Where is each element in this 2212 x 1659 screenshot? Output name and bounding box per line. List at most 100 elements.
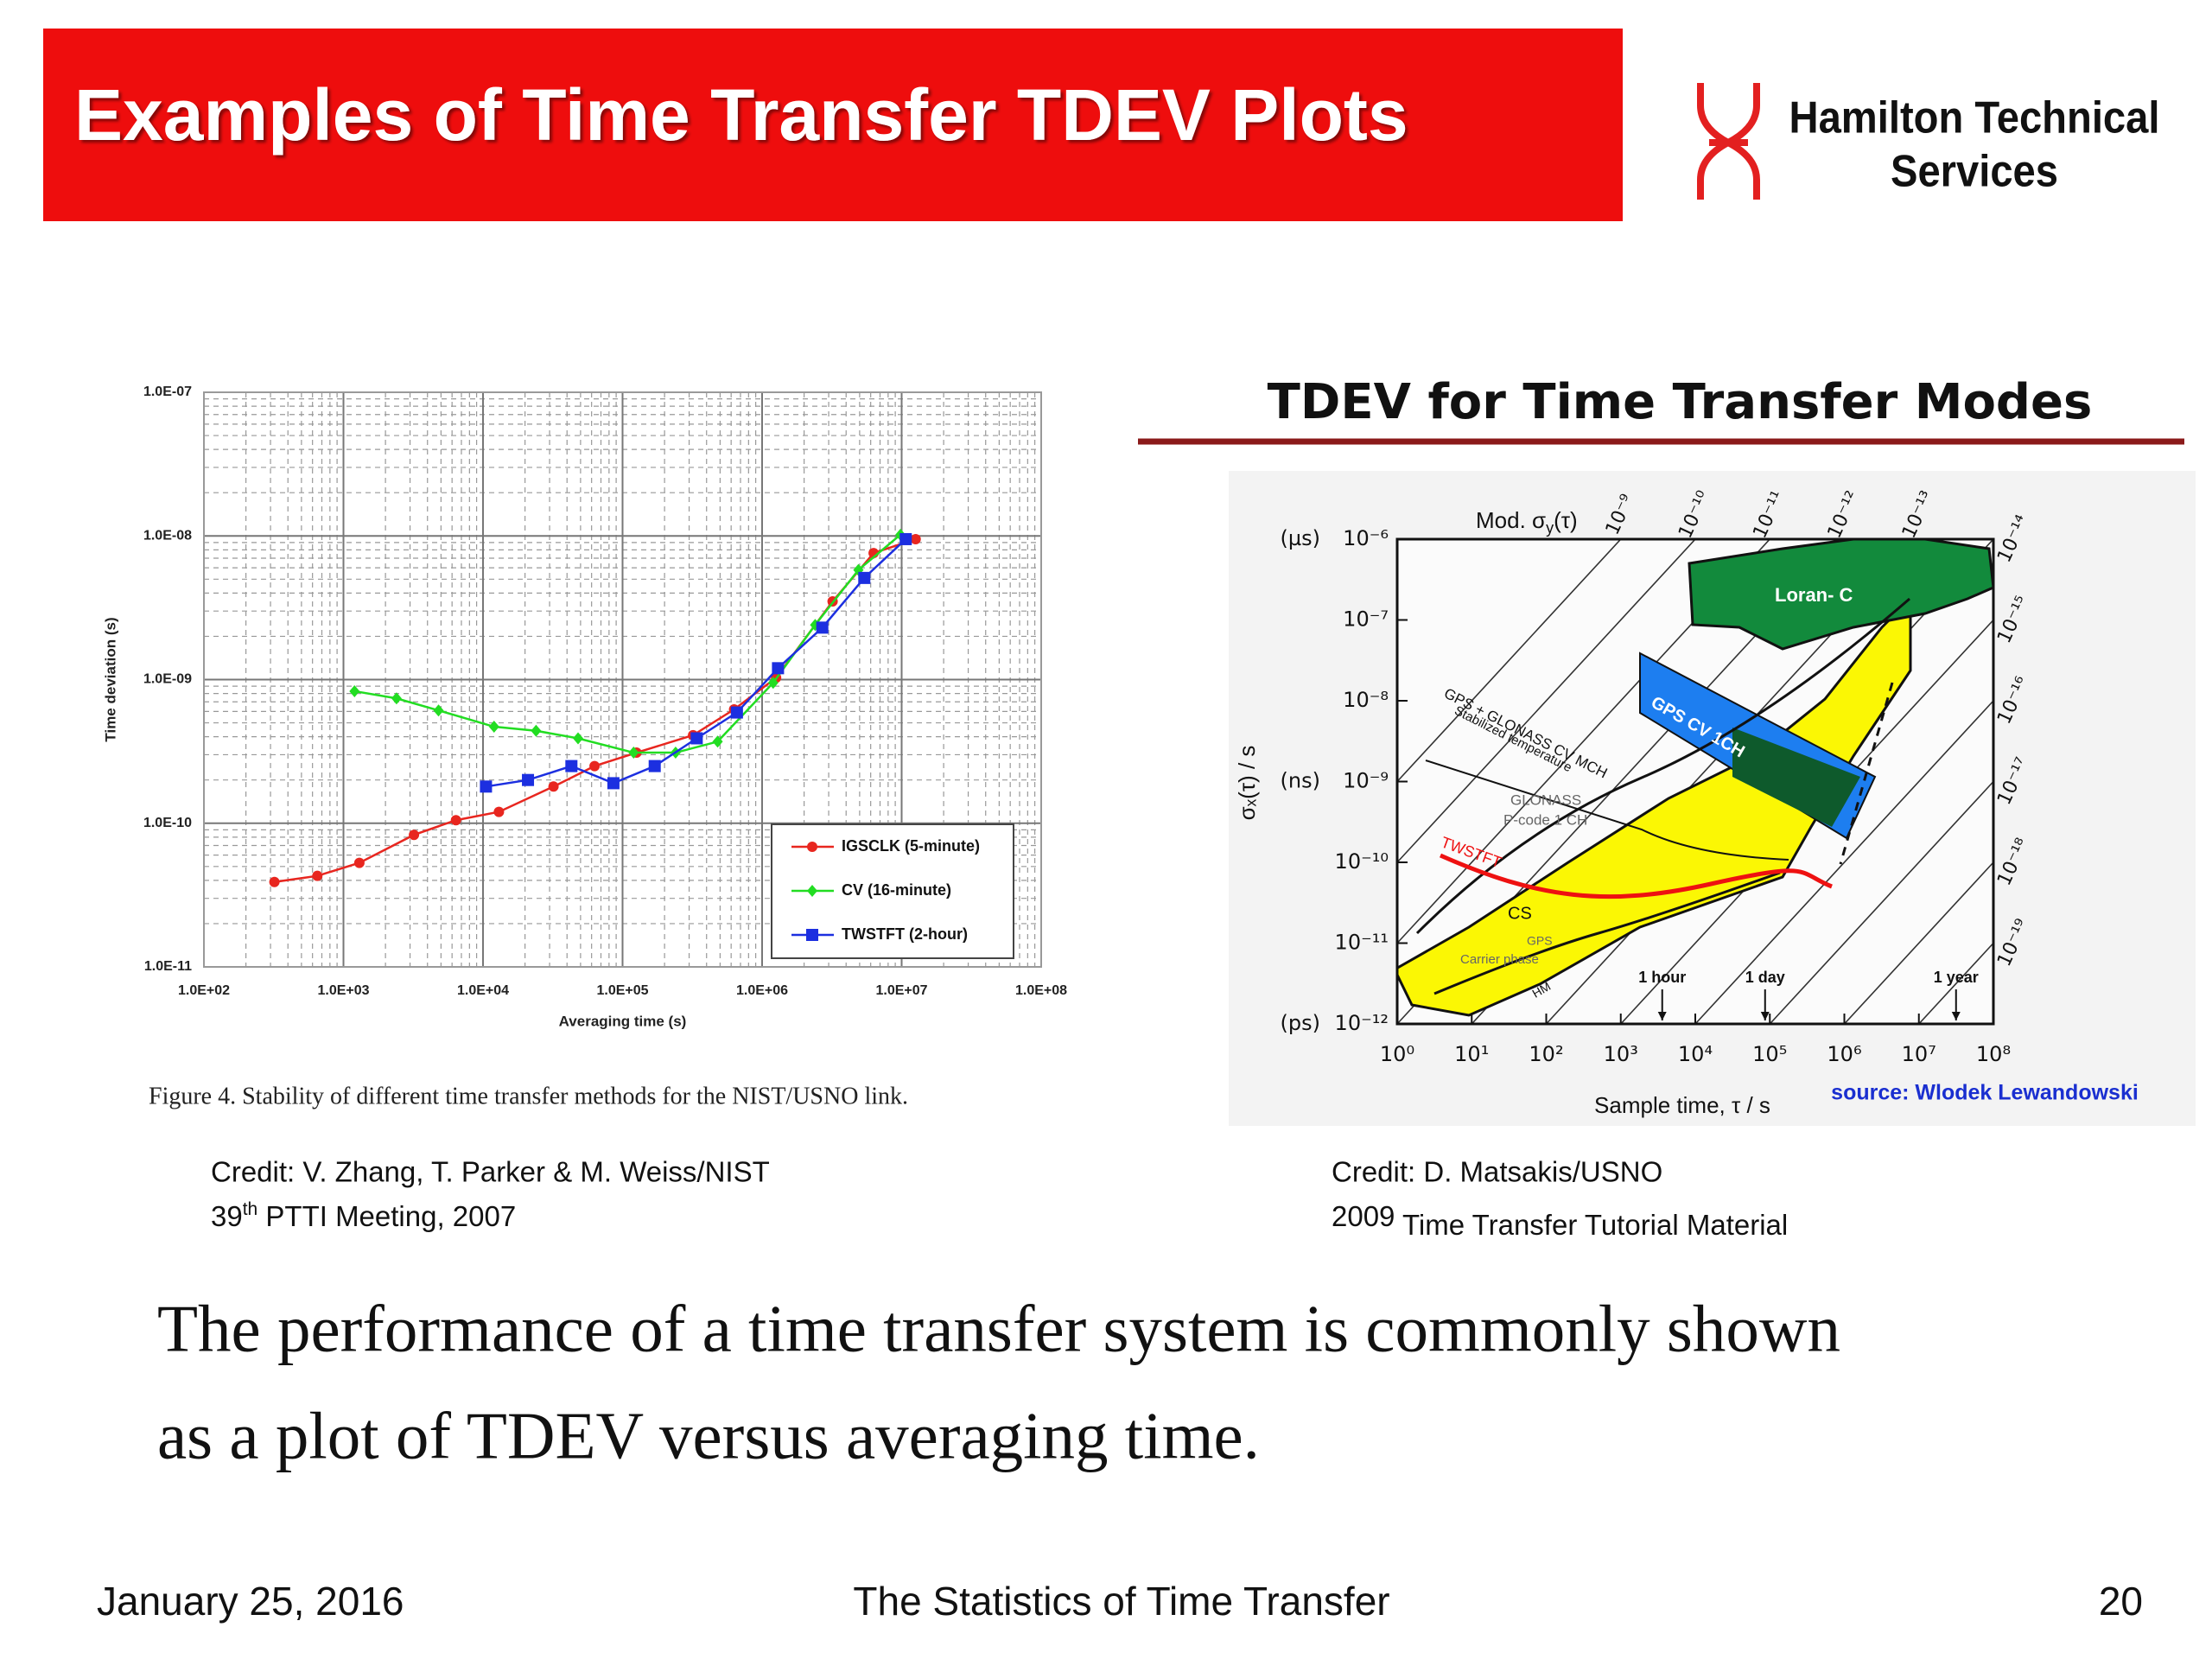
logo-icon (1697, 83, 1760, 200)
x-tick-label: 1.0E+04 (457, 983, 509, 998)
data-point (488, 721, 499, 734)
footer-date: January 25, 2016 (97, 1579, 404, 1624)
glonass-curve (1425, 760, 1789, 861)
slide-title: Examples of Time Transfer TDEV Plots (74, 74, 1408, 156)
cs-curve (1433, 871, 1781, 995)
time-marker-label: 1 year (1934, 969, 1979, 986)
credit-part: Time Transfer Tutorial Material (1395, 1209, 1788, 1241)
data-point (450, 815, 461, 826)
page-number: 20 (2099, 1579, 2143, 1624)
overlap-region (1732, 728, 1860, 827)
chart-title: TDEV for Time Transfer Modes (1268, 374, 2093, 430)
x-tick-label: 10¹ (1454, 1042, 1489, 1066)
x-tick-label: 1.0E+08 (1015, 983, 1067, 998)
data-point (607, 777, 620, 790)
legend-label: CV (16-minute) (842, 881, 951, 899)
y-tick-label: 1.0E-08 (143, 528, 192, 543)
x-tick-label: 1.0E+03 (317, 983, 369, 998)
data-point (548, 781, 559, 792)
region-label: Loran- C (1775, 584, 1853, 606)
data-point (433, 704, 444, 717)
region-label: CS (1508, 904, 1532, 923)
logo-text: Hamilton Technical (1789, 93, 2160, 143)
x-tick-label: 1.0E+05 (596, 983, 648, 998)
time-marker-label: 1 day (1745, 969, 1785, 986)
data-point (480, 780, 493, 793)
y-tick-label: 1.0E-11 (144, 959, 192, 974)
data-point (772, 662, 785, 675)
region-label: GLONASS (1510, 791, 1581, 808)
mod-label-sub: y (1546, 519, 1554, 537)
data-point (269, 876, 280, 887)
x-tick-label: 10⁴ (1678, 1042, 1713, 1066)
source-label: source: Wlodek Lewandowski (1831, 1081, 2139, 1105)
legend-label: IGSCLK (5-minute) (842, 837, 980, 855)
time-marker-label: 1 hour (1638, 969, 1686, 986)
legend-label: TWSTFT (2-hour) (842, 925, 968, 943)
x-tick-label: 10⁵ (1752, 1042, 1787, 1066)
x-tick-label: 10⁶ (1827, 1042, 1861, 1066)
yellow-region (1397, 595, 1912, 1017)
left-chart: 1.0E+02 1.0E+03 1.0E+04 1.0E+05 1.0E+06 1.0E+… (102, 385, 1067, 1029)
y-tick-label: 10⁻⁷ (1343, 607, 1389, 632)
time-marker-arrow (1951, 1012, 1961, 1020)
regions (1397, 539, 1993, 1017)
outline-curve (1415, 597, 1910, 935)
y-axis-label: Time deviation (s) (102, 617, 118, 741)
twstft-curve (1439, 853, 1833, 899)
data-point (522, 773, 535, 786)
y-unit-label: (ns) (1281, 769, 1320, 793)
body-text: as a plot of TDEV versus averaging time. (157, 1399, 1260, 1473)
credit: Credit: V. Zhang, T. Parker & M. Weiss/N… (211, 1156, 770, 1188)
body-text: The performance of a time transfer syste… (157, 1292, 1840, 1366)
data-point (409, 830, 420, 841)
region-label: GPS (1527, 934, 1553, 948)
y-tick-label: 10⁻⁸ (1343, 688, 1389, 712)
x-axis-label: Sample time, τ / s (1594, 1092, 1770, 1118)
loran-region (1688, 539, 1993, 651)
data-point (628, 747, 639, 760)
y-tick-label: 1.0E-09 (143, 672, 192, 687)
data-point (349, 684, 360, 697)
data-point (391, 692, 402, 705)
data-point (730, 706, 743, 719)
data-point (767, 677, 779, 690)
x-tick-label: 1.0E+02 (178, 983, 230, 998)
credit: Credit: D. Matsakis/USNO (1332, 1156, 1662, 1188)
reference-line (1397, 539, 1696, 863)
credit-part: 39 (211, 1200, 243, 1232)
x-tick-label: 10² (1529, 1042, 1563, 1066)
y-tick-label: 10⁻¹² (1335, 1011, 1389, 1035)
x-tick-label: 1.0E+06 (736, 983, 788, 998)
title-banner (43, 29, 1623, 221)
mod-label: Mod. σy(τ) (1476, 507, 1578, 537)
x-tick-label: 10⁸ (1976, 1042, 2011, 1066)
reference-line (1843, 861, 1993, 1024)
reference-line (1918, 942, 1993, 1024)
data-point (807, 842, 817, 852)
credit: 2009 Time Transfer Tutorial Material (1332, 1200, 1788, 1241)
data-point (910, 533, 921, 544)
x-tick-label: 1.0E+07 (875, 983, 927, 998)
data-point (353, 857, 365, 868)
footer-title: The Statistics of Time Transfer (853, 1579, 1389, 1624)
time-marker-arrow (1760, 1012, 1770, 1020)
data-point (816, 621, 829, 634)
data-point (648, 760, 661, 772)
x-tick-label: 10⁷ (1902, 1042, 1936, 1066)
data-point (899, 532, 912, 545)
data-point (690, 732, 703, 745)
data-point (806, 929, 818, 941)
data-point (573, 732, 584, 745)
y-tick-label: 10⁻⁶ (1343, 526, 1389, 550)
credit-sup: th (243, 1199, 258, 1219)
data-point (589, 760, 601, 772)
plot-frame (203, 391, 1042, 968)
figure-caption: Figure 4. Stability of different time tr… (149, 1083, 908, 1109)
y-unit-label: (ps) (1281, 1011, 1320, 1035)
mod-label-part: Mod. σ (1476, 507, 1546, 533)
hm-curve (1839, 682, 1894, 865)
region-label: P-code 1 CH (1503, 811, 1587, 828)
